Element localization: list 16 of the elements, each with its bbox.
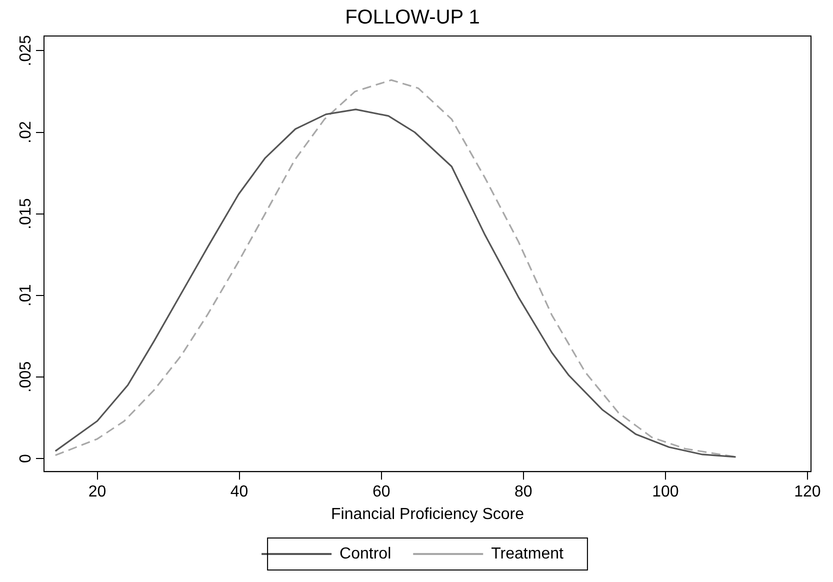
- legend-label: Treatment: [491, 545, 564, 562]
- y-tick-label: .02: [17, 121, 34, 144]
- y-tick-label: 0: [17, 454, 34, 463]
- x-tick-label: 120: [794, 484, 821, 501]
- chart-title: FOLLOW-UP 1: [345, 6, 480, 29]
- x-axis-title: Financial Proficiency Score: [331, 506, 524, 523]
- x-tick-label: 100: [652, 484, 679, 501]
- x-tick-label: 80: [514, 484, 532, 501]
- legend-label: Control: [340, 545, 392, 562]
- y-tick-label: .025: [17, 35, 34, 66]
- x-tick-label: 60: [372, 484, 390, 501]
- y-tick-label: .015: [17, 198, 34, 230]
- y-tick-label: .01: [17, 284, 34, 307]
- x-tick-label: 40: [230, 484, 248, 501]
- x-tick-label: 20: [88, 484, 106, 501]
- y-tick-label: .005: [17, 361, 34, 393]
